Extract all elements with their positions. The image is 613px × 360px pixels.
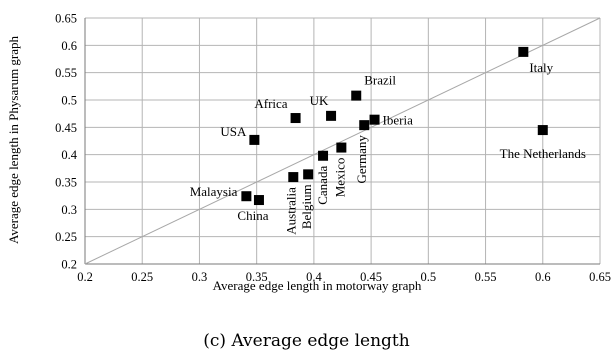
x-tick-label: 0.4 <box>306 270 322 284</box>
data-points <box>241 46 548 206</box>
data-point <box>253 195 264 206</box>
point-label: Iberia <box>383 113 414 128</box>
y-tick-label: 0.4 <box>61 148 77 162</box>
x-tick-label: 0.25 <box>131 270 153 284</box>
y-tick-label: 0.3 <box>61 203 77 217</box>
y-tick-label: 0.2 <box>61 258 77 272</box>
figure-caption: (c) Average edge length <box>203 331 410 351</box>
data-point <box>290 113 301 124</box>
point-label: The Netherlands <box>500 146 586 161</box>
diagonal-line <box>84 17 601 265</box>
y-tick-label: 0.55 <box>55 66 77 80</box>
x-tick-label: 0.65 <box>589 270 611 284</box>
reference-line <box>84 17 601 265</box>
y-tick-label: 0.25 <box>55 230 77 244</box>
data-point <box>336 142 347 153</box>
point-label: Mexico <box>332 158 347 198</box>
x-tick-label: 0.6 <box>535 270 551 284</box>
y-tick-label: 0.6 <box>61 39 77 53</box>
data-point <box>351 90 362 101</box>
y-tick-label: 0.65 <box>55 12 77 26</box>
data-point <box>241 191 252 202</box>
point-label: Malaysia <box>190 184 238 199</box>
point-label: Germany <box>354 135 369 184</box>
point-label: Africa <box>254 96 287 111</box>
x-tick-label: 0.3 <box>192 270 208 284</box>
y-axis-title: Average edge length in Physarum graph <box>6 35 21 244</box>
point-label: Brazil <box>364 73 396 88</box>
data-point <box>303 169 314 180</box>
point-label: Italy <box>529 60 553 75</box>
y-tick-label: 0.5 <box>61 94 77 108</box>
x-tick-label: 0.2 <box>77 270 93 284</box>
point-label: USA <box>220 124 247 139</box>
data-point <box>318 150 329 161</box>
x-tick-label: 0.45 <box>360 270 382 284</box>
scatter-chart: 0.2 0.25 0.3 0.35 0.4 0.45 0.5 0.55 0.6 0.65 0.2 0.… <box>6 12 611 294</box>
point-label: UK <box>310 93 329 108</box>
data-point <box>369 114 380 125</box>
grid-lines <box>84 17 601 265</box>
point-label: Canada <box>315 166 330 205</box>
tick-labels: 0.2 0.25 0.3 0.35 0.4 0.45 0.5 0.55 0.6 0.65 0.2 0.… <box>55 12 611 285</box>
data-point <box>518 46 529 57</box>
data-point <box>537 125 548 136</box>
point-label: Australia <box>283 187 298 235</box>
data-point <box>326 110 337 121</box>
y-tick-label: 0.35 <box>55 176 77 190</box>
x-tick-label: 0.5 <box>421 270 437 284</box>
point-label: China <box>237 208 268 223</box>
data-point <box>249 134 260 145</box>
data-point <box>288 172 299 183</box>
y-tick-label: 0.45 <box>55 121 77 135</box>
data-point <box>359 120 370 131</box>
x-tick-label: 0.55 <box>475 270 497 284</box>
x-tick-label: 0.35 <box>246 270 268 284</box>
point-label: Belgium <box>299 184 314 229</box>
point-labels: Italy The Netherlands Brazil UK Africa Iberia… <box>190 60 586 235</box>
x-axis-title: Average edge length in motorway graph <box>213 278 422 293</box>
